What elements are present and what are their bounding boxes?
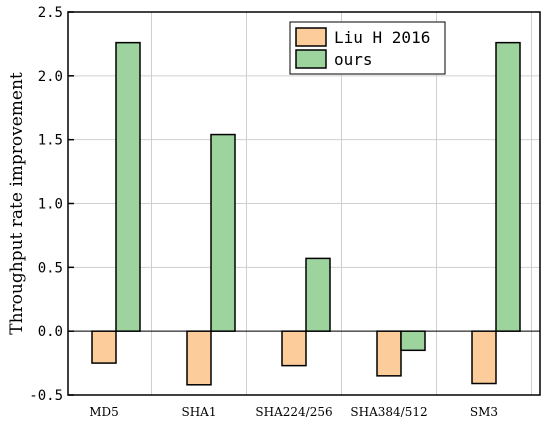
y-tick-label: 1.0 [38,197,63,213]
y-tick-label: 2.0 [38,69,63,85]
x-tick-label: MD5 [89,405,119,419]
x-tick-label: SM3 [470,405,498,419]
y-axis-title: Throughput rate improvement [7,72,27,335]
bar-liu-h-2016 [91,330,117,364]
x-tick-label: SHA224/256 [255,405,332,419]
bars [91,41,521,386]
bar-liu-h-2016 [186,330,212,386]
legend-swatch [295,49,327,69]
x-tick-label: SHA384/512 [350,405,427,419]
bar-ours [305,257,331,332]
y-ticks: -0.5 0.0 0.5 1.0 1.5 2.0 2.5 [29,5,74,404]
bar-ours [495,41,521,332]
bar-liu-h-2016 [471,330,497,385]
bar-ours [210,133,236,332]
bar-ours [400,330,426,352]
x-tick-label: SHA1 [182,405,217,419]
legend-swatch [295,27,327,47]
y-tick-label: 2.5 [38,5,63,21]
bar-ours [115,41,141,332]
legend-label: Liu H 2016 [334,28,430,47]
bar-liu-h-2016 [376,330,402,377]
bar-liu-h-2016 [281,330,307,367]
y-tick-label: 1.5 [38,133,63,149]
legend: Liu H 2016 ours [289,21,446,75]
y-tick-label: 0.0 [38,324,63,340]
x-tick-labels: MD5 SHA1 SHA224/256 SHA384/512 SM3 [89,405,498,419]
y-tick-label: -0.5 [29,388,63,404]
y-tick-label: 0.5 [38,260,63,276]
legend-label: ours [334,50,373,69]
